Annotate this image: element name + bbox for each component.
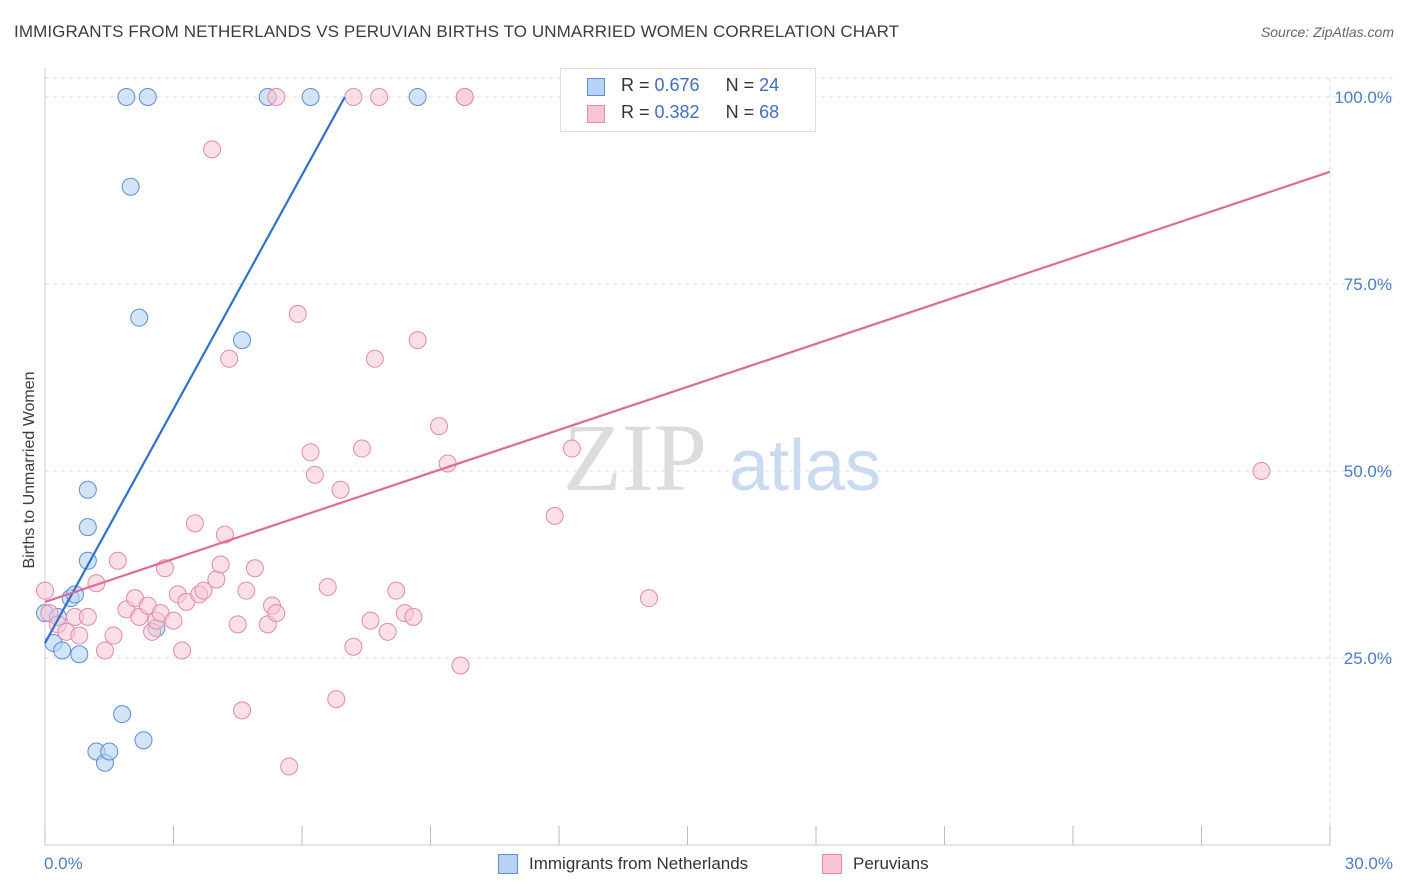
netherlands-point (233, 331, 252, 350)
peruvians-point (455, 88, 474, 106)
peruvians-point (215, 525, 234, 544)
netherlands-point (70, 645, 89, 664)
grid (45, 77, 1395, 845)
chart-title: IMMIGRANTS FROM NETHERLANDS VS PERUVIAN … (14, 22, 900, 41)
watermark: ZIP atlas (563, 404, 881, 511)
legend-swatch-blue (498, 854, 518, 874)
netherlands-point (113, 705, 132, 724)
x-tick-label: 0.0% (44, 854, 83, 873)
axes (44, 68, 1331, 846)
legend-label-peruvians: Peruvians (853, 854, 929, 873)
netherlands-point (78, 518, 97, 537)
peruvians-trend-line (44, 170, 1331, 603)
netherlands-point (301, 88, 320, 106)
netherlands-point (117, 88, 136, 106)
peruvians-point (344, 637, 363, 656)
legend-label-netherlands: Immigrants from Netherlands (529, 854, 749, 873)
legend-r-label: R = (621, 102, 655, 122)
legend-r-value: 0.382 (654, 102, 700, 122)
watermark-zip: ZIP (563, 404, 707, 511)
peruvians-point (207, 570, 226, 589)
y-tick-label: 75.0% (1344, 275, 1392, 294)
peruvians-point (562, 439, 581, 458)
legend-r-value: 0.676 (654, 75, 700, 95)
peruvians-point (173, 641, 192, 660)
peruvians-point (36, 581, 54, 600)
legend-n-label: N = (725, 102, 760, 122)
peruvians-point (70, 626, 89, 645)
watermark-atlas: atlas (729, 426, 881, 506)
peruvians-point (211, 555, 230, 574)
peruvians-point (404, 607, 423, 626)
netherlands-point (134, 731, 153, 750)
legend-swatch-blue (587, 78, 605, 96)
peruvians-point (344, 88, 363, 106)
peruvians-point (194, 581, 213, 600)
source-credit: Source: ZipAtlas.com (1260, 24, 1394, 40)
peruvians-point (233, 701, 252, 720)
netherlands-point (100, 742, 119, 761)
peruvians-point (164, 611, 183, 630)
legend-stats-peruvians-text: R = 0.382 N = 68 (621, 102, 779, 123)
peruvians-point (280, 757, 299, 776)
legend-swatch-pink (587, 105, 605, 123)
y-tick-label: 50.0% (1344, 462, 1392, 481)
netherlands-point (138, 88, 157, 106)
peruvians-point (545, 506, 564, 525)
peruvians-point (430, 417, 449, 436)
peruvians-point (305, 465, 324, 484)
netherlands-point (408, 88, 427, 106)
netherlands-point (53, 641, 72, 660)
legend-n-value: 68 (759, 102, 780, 122)
netherlands-point (121, 177, 140, 196)
peruvians-point (267, 604, 286, 623)
legend-n-label: N = (725, 75, 760, 95)
peruvians-point (203, 140, 222, 159)
x-tick-label: 30.0% (1345, 854, 1393, 873)
netherlands-point (78, 480, 97, 499)
peruvians-point (387, 581, 406, 600)
peruvians-point (78, 607, 97, 626)
peruvians-point (108, 551, 127, 570)
peruvians-point (87, 574, 106, 593)
peruvians-point (228, 615, 247, 634)
peruvians-point (370, 88, 389, 106)
peruvians-point (185, 514, 204, 533)
peruvians-point (237, 581, 256, 600)
peruvians-point (318, 577, 337, 596)
legend-n-value: 24 (759, 75, 780, 95)
peruvians-point (361, 611, 380, 630)
legend-stats: R = 0.676 N = 24 R = 0.382 N = 68 (560, 68, 816, 132)
peruvians-point (104, 626, 123, 645)
peruvians-point (365, 349, 384, 368)
peruvians-point (220, 349, 239, 368)
peruvians-point (639, 589, 658, 608)
peruvians-point (245, 559, 264, 578)
peruvians-point (1252, 462, 1271, 480)
y-tick-label: 25.0% (1344, 649, 1392, 668)
peruvians-point (378, 622, 397, 641)
trend-lines (44, 96, 1331, 644)
y-tick-label: 100.0% (1334, 88, 1392, 107)
peruvians-point (301, 443, 320, 462)
legend-stats-netherlands-text: R = 0.676 N = 24 (621, 75, 779, 96)
legend-swatch-pink (822, 854, 842, 874)
legend-r-label: R = (621, 75, 655, 95)
peruvians-point (451, 656, 470, 675)
tick-labels: 25.0% 50.0% 75.0% 100.0% 0.0% 30.0% (44, 88, 1393, 873)
peruvians-point (352, 439, 371, 458)
peruvians-point (408, 331, 427, 350)
peruvians-point (331, 480, 350, 499)
peruvians-point (267, 88, 286, 106)
netherlands-trend-line (44, 96, 346, 644)
netherlands-point (130, 308, 149, 327)
series-peruvians-points (36, 88, 1271, 776)
peruvians-point (288, 304, 307, 323)
peruvians-point (327, 690, 346, 709)
peruvians-point (95, 641, 114, 660)
series-netherlands-points (36, 88, 427, 772)
